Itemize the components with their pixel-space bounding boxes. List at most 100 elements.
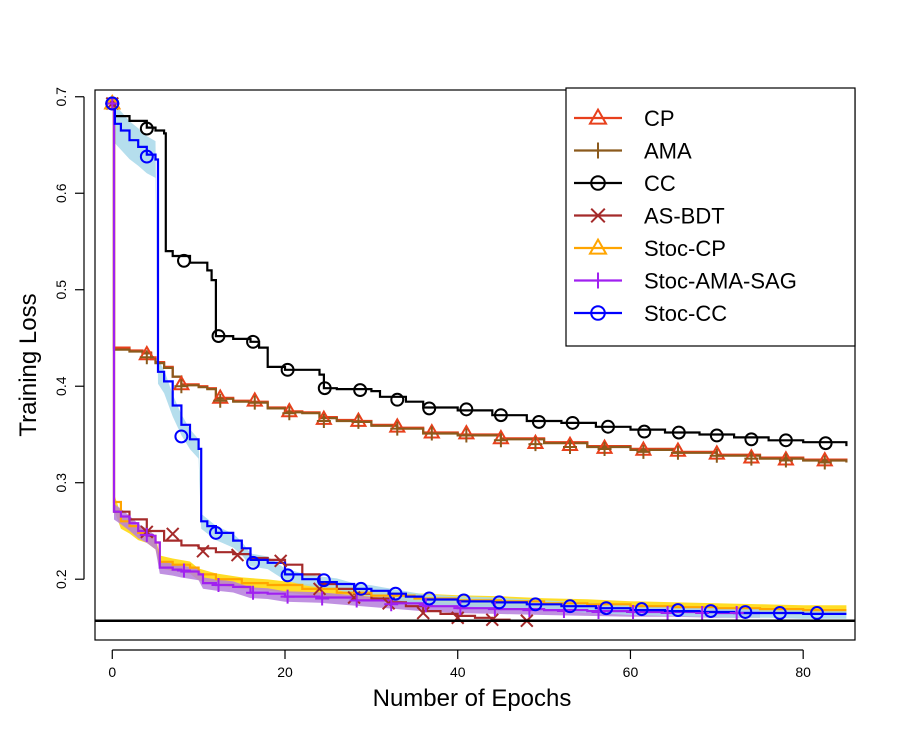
legend-label: AMA <box>644 139 692 164</box>
cc-marker <box>246 334 260 349</box>
plot-frame <box>94 89 856 641</box>
cc-marker <box>317 381 332 396</box>
stoc-cc-marker <box>105 96 120 111</box>
stoc-cc-marker <box>280 568 295 583</box>
cc-marker <box>211 329 226 344</box>
stoc-ama-sag-marker <box>280 589 295 604</box>
cc-marker <box>422 401 437 416</box>
as-bdt-marker <box>230 548 245 562</box>
y-tick-label: 0.6 <box>53 183 69 203</box>
cc-line <box>112 102 848 447</box>
stoc-ama-sag-marker <box>729 605 744 620</box>
legend-item-stoc-ama-sag: Stoc-AMA-SAG <box>574 269 797 294</box>
ama-marker <box>351 414 366 429</box>
ama-marker <box>459 428 474 443</box>
ama-marker <box>817 455 832 470</box>
stoc-cc-marker <box>772 606 787 620</box>
stoc-cc-marker <box>634 602 649 617</box>
stoc-cc-line <box>112 102 847 615</box>
stoc-cc-marker <box>492 595 507 610</box>
stoc-cc-marker <box>354 581 368 596</box>
stoc-cc-marker <box>810 606 824 620</box>
legend-swatch-marker <box>590 272 606 289</box>
y-tick-label: 0.3 <box>53 473 69 493</box>
cc-marker <box>459 402 474 417</box>
y-axis: 0.2 0.3 0.4 0.5 0.6 0.7 <box>53 87 85 589</box>
y-tick-label: 0.7 <box>53 87 69 107</box>
x-tick-label: 20 <box>277 664 293 680</box>
legend-item-cp: CP <box>574 106 675 131</box>
stoc-ama-sag-marker <box>139 527 154 542</box>
stoc-ama-sag-marker <box>453 601 468 616</box>
cc-marker <box>709 428 724 443</box>
ama-marker <box>636 444 651 459</box>
stoc-cc-marker <box>671 603 685 618</box>
ama-marker <box>528 437 543 452</box>
legend-swatch-marker <box>588 107 608 125</box>
y-axis-title: Training Loss <box>15 293 42 436</box>
ama-marker <box>316 413 331 428</box>
cc-marker <box>744 432 759 447</box>
legend-label: Stoc-CC <box>644 301 727 326</box>
ama-marker <box>563 440 577 455</box>
legend-swatch-marker <box>590 207 606 224</box>
ama-marker <box>709 448 724 463</box>
legend-swatch-marker <box>590 175 606 191</box>
stoc-ama-sag-marker <box>105 96 120 111</box>
legend-label: CP <box>644 106 675 131</box>
stoc-cc-marker <box>174 429 189 444</box>
x-axis: 0 20 40 60 80 <box>108 649 811 680</box>
cc-marker <box>493 408 508 423</box>
cc-marker <box>531 414 546 429</box>
stoc-ama-sag-marker <box>211 578 226 592</box>
cc-marker <box>778 433 793 448</box>
ama-marker <box>247 395 262 410</box>
as-bdt-marker <box>166 527 180 541</box>
stoc-ama-sag-marker <box>349 593 364 608</box>
legend-label: Stoc-CP <box>644 236 726 261</box>
x-tick-label: 0 <box>108 664 116 680</box>
stoc-cc-marker <box>738 605 753 619</box>
legend: CP AMA CC AS-BDT Stoc-CP Stoc-AMA-SAG Stoc-CC <box>565 87 856 347</box>
x-axis-title: Number of Epochs <box>373 685 572 712</box>
stoc-ama-sag-marker <box>176 563 191 578</box>
cc-marker <box>818 436 833 451</box>
stoc-cc-marker <box>139 149 154 164</box>
cc-marker <box>280 362 295 377</box>
stoc-ama-sag-marker <box>246 585 261 600</box>
ama-marker <box>390 421 405 436</box>
stoc-cc-marker <box>456 593 471 608</box>
stoc-ama-sag-marker <box>384 597 399 612</box>
legend-item-ama: AMA <box>574 139 692 164</box>
stoc-cc-marker <box>316 573 331 588</box>
x-tick-label: 40 <box>450 664 466 680</box>
cc-marker <box>390 392 405 407</box>
ama-line <box>112 102 848 463</box>
cc-marker <box>353 383 368 398</box>
stoc-cc-marker <box>422 591 437 606</box>
cc-marker <box>601 419 615 434</box>
x-tick-label: 60 <box>623 664 639 680</box>
ama-marker <box>424 426 439 441</box>
stoc-ama-sag-marker <box>695 605 710 620</box>
ama-marker <box>174 379 189 394</box>
ama-marker <box>213 393 228 408</box>
legend-item-stoc-cc: Stoc-CC <box>574 301 727 326</box>
stoc-cc-marker <box>388 586 403 601</box>
legend-item-as-bdt: AS-BDT <box>574 204 725 229</box>
as-bdt-line <box>112 102 527 622</box>
legend-box <box>565 87 856 347</box>
stoc-cc-marker <box>208 525 223 540</box>
legend-label: Stoc-AMA-SAG <box>644 269 797 294</box>
as-bdt-marker <box>416 606 430 620</box>
cc-marker <box>139 121 154 136</box>
as-bdt-marker <box>274 554 288 568</box>
cc-marker <box>177 253 191 268</box>
ama-marker <box>744 451 759 466</box>
legend-item-stoc-cp: Stoc-CP <box>574 236 726 261</box>
stoc-cc-marker <box>528 597 543 612</box>
ama-marker <box>670 445 685 460</box>
stoc-cc-marker <box>703 604 718 619</box>
ama-marker <box>778 453 793 468</box>
